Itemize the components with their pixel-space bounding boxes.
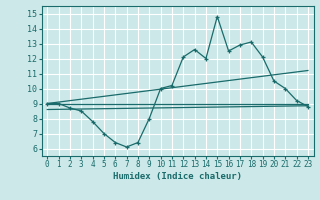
- X-axis label: Humidex (Indice chaleur): Humidex (Indice chaleur): [113, 172, 242, 181]
